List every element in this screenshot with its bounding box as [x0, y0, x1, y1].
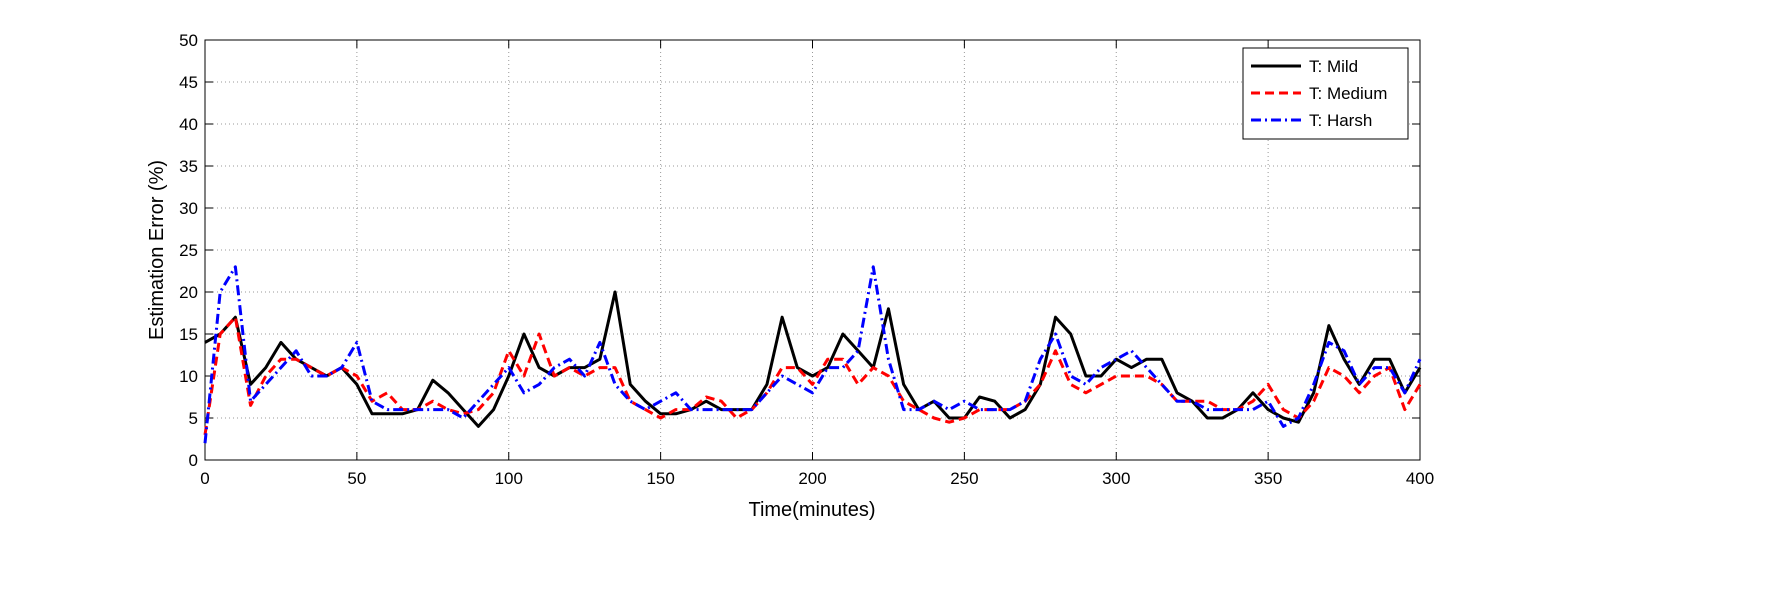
series-line: [204, 290, 1422, 428]
x-tick-label: 150: [646, 469, 674, 488]
x-tick-label: 0: [200, 469, 209, 488]
y-tick-label: 35: [179, 157, 198, 176]
x-tick-label: 100: [495, 469, 523, 488]
y-tick-label: 0: [189, 451, 198, 470]
series-line: [203, 265, 1422, 444]
x-axis-label: Time(minutes): [748, 499, 875, 521]
x-tick-label: 300: [1102, 469, 1130, 488]
legend-label: T: Harsh: [1309, 111, 1372, 130]
x-tick-label: 250: [950, 469, 978, 488]
y-tick-label: 45: [179, 73, 198, 92]
legend-label: T: Medium: [1309, 84, 1387, 103]
y-tick-label: 40: [179, 115, 198, 134]
y-tick-label: 20: [179, 283, 198, 302]
y-tick-label: 30: [179, 199, 198, 218]
y-tick-label: 10: [179, 367, 198, 386]
x-tick-label: 50: [347, 469, 366, 488]
legend-label: T: Mild: [1309, 57, 1358, 76]
x-tick-label: 400: [1406, 469, 1434, 488]
y-tick-label: 15: [179, 325, 198, 344]
y-tick-label: 50: [179, 31, 198, 50]
y-axis-label: Estimation Error (%): [146, 160, 168, 340]
y-tick-label: 5: [189, 409, 198, 428]
plot-frame: [204, 39, 1421, 461]
x-tick-label: 350: [1254, 469, 1282, 488]
x-tick-label: 200: [798, 469, 826, 488]
y-tick-label: 25: [179, 241, 198, 260]
